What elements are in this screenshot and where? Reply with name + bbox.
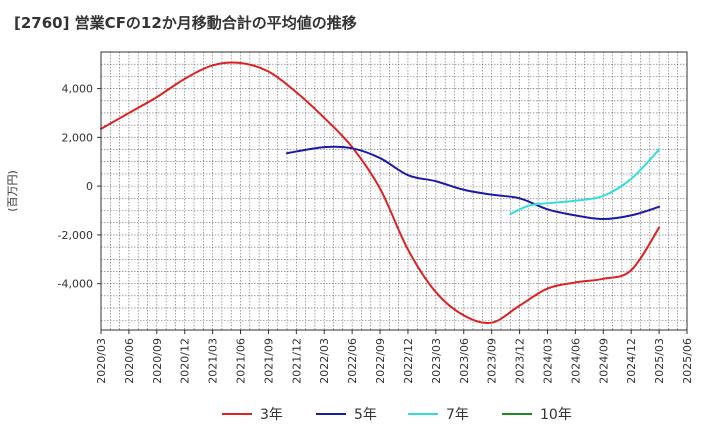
y-tick-label: 2,000 [62, 131, 94, 144]
x-tick-label: 2022/12 [402, 338, 415, 384]
legend: 3年 5年 7年 10年 [222, 407, 572, 423]
x-tick-label: 2020/06 [123, 338, 136, 384]
y-axis: 4,000 2,000 0 -2,000 -4,000 [58, 83, 101, 291]
x-tick-label: 2022/09 [374, 338, 387, 384]
x-tick-label: 2021/12 [290, 338, 303, 384]
y-tick-label: 4,000 [62, 83, 94, 96]
x-tick-label: 2025/03 [653, 338, 666, 384]
series-line-3 [509, 148, 661, 216]
x-tick-label: 2024/03 [541, 338, 554, 384]
legend-label-1: 3年 [260, 407, 283, 423]
x-axis: 2020/03 2020/06 2020/09 2020/12 2021/03 2021/… [95, 330, 694, 384]
series-line-2 [286, 145, 661, 221]
x-tick-label: 2020/03 [95, 338, 108, 384]
chart-title: [2760] 営業CFの12か月移動合計の平均値の推移 [14, 14, 357, 32]
x-tick-label: 2022/03 [318, 338, 331, 384]
x-tick-label: 2023/03 [430, 338, 443, 384]
x-tick-label: 2024/09 [597, 338, 610, 384]
series-line-1 [100, 61, 661, 325]
x-tick-label: 2022/06 [346, 338, 359, 384]
x-tick-label: 2020/09 [151, 338, 164, 384]
x-tick-label: 2024/06 [569, 338, 582, 384]
plot-frame [100, 51, 688, 331]
x-tick-label: 2024/12 [625, 338, 638, 384]
legend-label-3: 7年 [446, 407, 469, 423]
y-tick-label: -2,000 [58, 229, 93, 242]
x-tick-label: 2021/03 [207, 338, 220, 384]
x-tick-label: 2021/09 [262, 338, 275, 384]
x-tick-label: 2023/06 [458, 338, 471, 384]
legend-label-2: 5年 [354, 407, 377, 423]
x-tick-label: 2023/12 [514, 338, 527, 384]
series-lines [100, 61, 661, 325]
y-tick-label: -4,000 [58, 278, 93, 291]
y-tick-label: 0 [86, 180, 93, 193]
x-tick-label: 2023/09 [486, 338, 499, 384]
y-axis-label: (百万円) [6, 170, 19, 212]
grid [101, 52, 687, 330]
x-tick-label: 2021/06 [235, 338, 248, 384]
legend-label-4: 10年 [540, 407, 572, 423]
x-tick-label: 2025/06 [681, 338, 694, 384]
x-tick-label: 2020/12 [179, 338, 192, 384]
